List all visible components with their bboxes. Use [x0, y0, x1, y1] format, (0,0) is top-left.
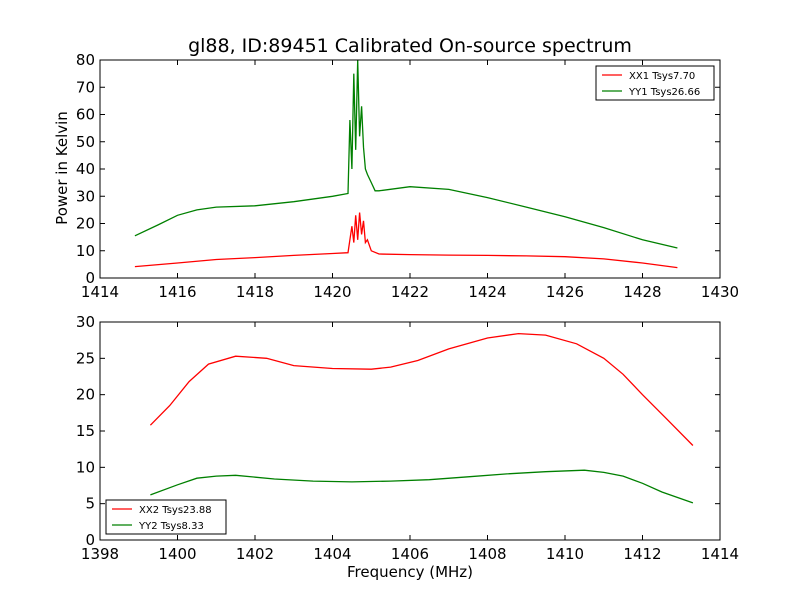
x-tick-label: 1404	[313, 545, 351, 563]
y-tick-label: 30	[76, 313, 95, 331]
y-tick-label: 5	[85, 495, 95, 513]
y-tick-label: 20	[76, 215, 95, 233]
x-tick-label: 1410	[546, 545, 584, 563]
y-tick-label: 0	[85, 531, 95, 549]
x-tick-label: 1406	[391, 545, 429, 563]
x-axis-label: Frequency (MHz)	[347, 563, 473, 581]
x-tick-label: 1428	[623, 283, 661, 301]
y-tick-label: 10	[76, 242, 95, 260]
x-tick-label: 1408	[468, 545, 506, 563]
x-tick-label: 1420	[313, 283, 351, 301]
y-tick-label: 60	[76, 106, 95, 124]
y-tick-label: 30	[76, 187, 95, 205]
y-tick-label: 10	[76, 458, 95, 476]
series-line-yy2	[150, 469, 694, 504]
legend-box	[595, 65, 715, 101]
legend-label: YY1 Tsys26.66	[628, 87, 700, 98]
y-tick-label: 80	[76, 51, 95, 69]
legend-label: XX2 Tsys23.88	[139, 505, 212, 516]
legend-box	[105, 499, 227, 535]
chart-title: gl88, ID:89451 Calibrated On-source spec…	[188, 35, 632, 57]
x-tick-label: 1412	[623, 545, 661, 563]
y-tick-label: 70	[76, 78, 95, 96]
x-tick-label: 1414	[701, 545, 739, 563]
x-tick-label: 1426	[546, 283, 584, 301]
series-line-xx1	[134, 212, 678, 269]
x-tick-label: 1418	[236, 283, 274, 301]
series-line-yy1	[134, 59, 678, 249]
legend-label: XX1 Tsys7.70	[629, 71, 695, 82]
x-tick-label: 1400	[158, 545, 196, 563]
y-tick-label: 25	[76, 349, 95, 367]
y-tick-label: 50	[76, 133, 95, 151]
legend: XX1 Tsys7.70 YY1 Tsys26.66	[595, 65, 715, 101]
y-axis-label: Power in Kelvin	[53, 111, 71, 225]
y-tick-label: 15	[76, 422, 95, 440]
y-tick-label: 20	[76, 386, 95, 404]
x-tick-label: 1414	[81, 283, 119, 301]
legend-label: YY2 Tsys8.33	[138, 521, 204, 532]
x-tick-label: 1398	[81, 545, 119, 563]
bottom-plot: 1398 1400 1402 1404 1406 1408 1410 1412 1414 0 5 10…	[76, 313, 739, 563]
x-tick-label: 1416	[158, 283, 196, 301]
x-tick-label: 1422	[391, 283, 429, 301]
x-tick-label: 1424	[468, 283, 506, 301]
y-tick-label: 0	[85, 269, 95, 287]
x-tick-label: 1402	[236, 545, 274, 563]
top-plot: 1414 1416 1418 1420 1422 1424 1426 1428 1430 0 10 2…	[76, 51, 739, 301]
series-line-xx2	[149, 332, 694, 446]
x-tick-label: 1430	[701, 283, 739, 301]
y-tick-label: 40	[76, 160, 95, 178]
legend: XX2 Tsys23.88 YY2 Tsys8.33	[105, 499, 227, 535]
